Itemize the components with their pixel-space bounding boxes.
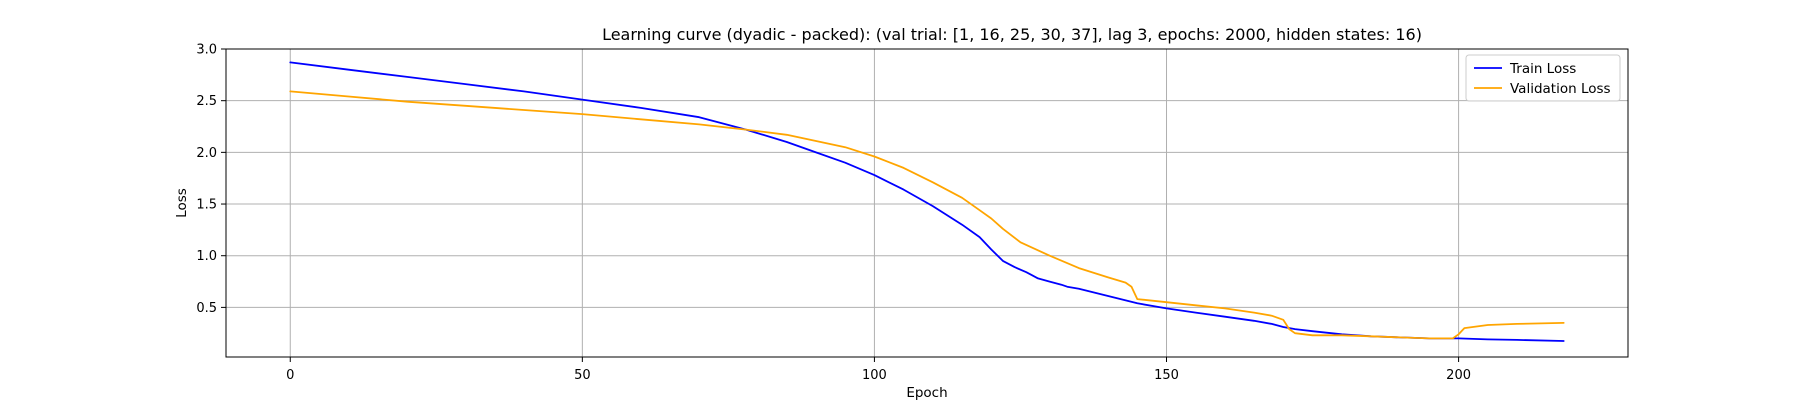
legend-label: Train Loss xyxy=(1509,61,1576,77)
y-tick-label: 2.5 xyxy=(196,94,217,109)
series-lines xyxy=(289,61,1565,342)
y-tick-label: 3.0 xyxy=(196,43,217,58)
x-tick-label: 150 xyxy=(1154,368,1179,383)
y-tick-label: 1.5 xyxy=(196,198,217,213)
legend: Train Loss Validation Loss xyxy=(1465,54,1621,102)
chart-title: Learning curve (dyadic - packed): (val t… xyxy=(602,25,1422,44)
x-tick-label: 200 xyxy=(1446,368,1471,383)
x-axis-label: Epoch xyxy=(906,385,947,400)
y-tick-label: 0.5 xyxy=(196,301,217,316)
y-axis-label: Loss xyxy=(174,188,190,218)
x-tick-label: 0 xyxy=(286,368,294,383)
legend-box xyxy=(1465,54,1621,102)
legend-label: Validation Loss xyxy=(1510,81,1611,97)
x-tick-label: 100 xyxy=(862,368,887,383)
x-tick-label: 50 xyxy=(574,368,591,383)
plot-area-frame xyxy=(225,48,1629,358)
axis-ticks: 0 50 100 150 200 0.5 1.0 1.5 2.0 2.5 3.0 xyxy=(196,43,1471,384)
y-tick-label: 1.0 xyxy=(196,249,217,264)
y-tick-label: 2.0 xyxy=(196,146,217,161)
series-line-1 xyxy=(289,90,1565,340)
series-line-0 xyxy=(289,61,1565,342)
